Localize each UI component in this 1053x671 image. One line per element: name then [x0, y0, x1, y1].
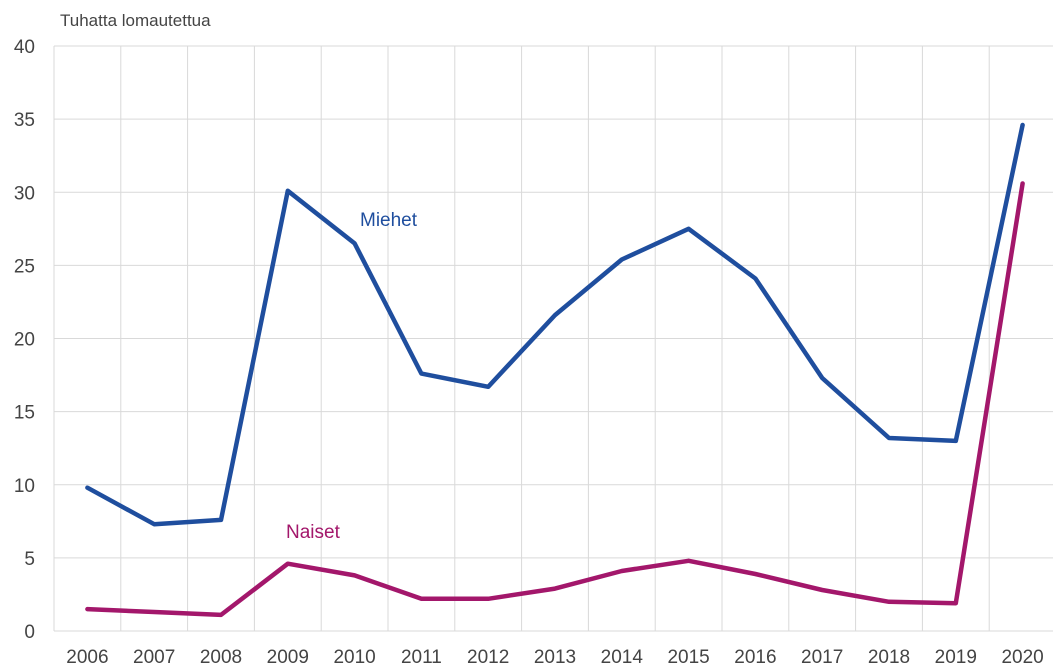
x-tick-label: 2018: [868, 647, 910, 668]
x-tick-label: 2019: [935, 647, 977, 668]
x-tick-label: 2006: [66, 647, 108, 668]
x-tick-label: 2017: [801, 647, 843, 668]
y-tick-label: 25: [14, 256, 35, 277]
x-tick-label: 2015: [667, 647, 709, 668]
x-tick-label: 2008: [200, 647, 242, 668]
series-labels: Miehet Naiset: [286, 210, 418, 543]
x-tick-label: 2010: [333, 647, 375, 668]
series-line-miehet: [85, 122, 1025, 527]
series-lines: [85, 122, 1025, 618]
x-tick-labels: 2006 2007 2008 2009 2010 2011 2012 2013 2014 2015…: [66, 647, 1043, 668]
series-label-miehet: Miehet: [360, 210, 418, 231]
y-tick-label: 5: [24, 549, 35, 570]
y-tick-label: 15: [14, 403, 35, 424]
y-tick-label: 30: [14, 183, 35, 204]
x-tick-label: 2011: [401, 647, 442, 668]
x-tick-label: 2009: [267, 647, 309, 668]
y-tick-labels: 0 5 10 15 20 25 30 35 40: [14, 37, 35, 643]
x-tick-label: 2007: [133, 647, 175, 668]
x-tick-label: 2014: [601, 647, 644, 668]
y-axis-title: Tuhatta lomautettua: [60, 11, 211, 30]
x-tick-label: 2013: [534, 647, 576, 668]
x-tick-label: 2012: [467, 647, 509, 668]
series-line-naiset: [85, 181, 1025, 618]
y-tick-label: 10: [14, 476, 35, 497]
y-tick-label: 40: [14, 37, 35, 58]
y-tick-label: 35: [14, 110, 35, 131]
grid: [53, 45, 1053, 632]
x-tick-label: 2016: [734, 647, 776, 668]
y-tick-label: 20: [14, 330, 35, 351]
series-label-naiset: Naiset: [286, 522, 341, 543]
y-tick-label: 0: [24, 622, 35, 643]
x-tick-label: 2020: [1001, 647, 1043, 668]
